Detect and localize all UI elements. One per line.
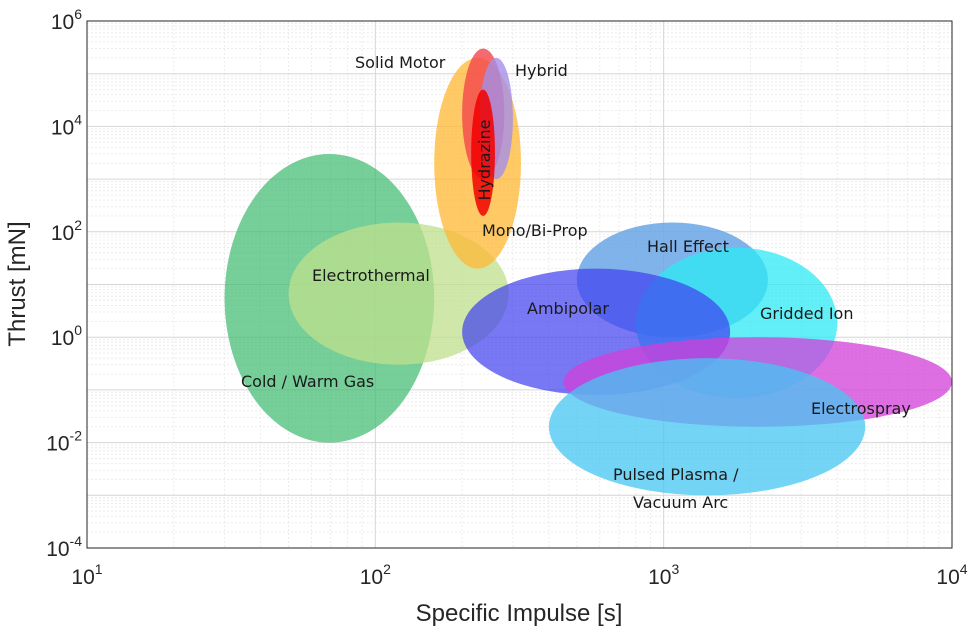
region-pulsed-plasma-vacuum-arc xyxy=(548,358,866,496)
y-tick-base: 10 xyxy=(46,433,69,456)
x-tick-exponent: 1 xyxy=(95,561,103,577)
y-tick-label: 100 xyxy=(51,322,82,350)
region-electrothermal xyxy=(288,222,509,365)
region-hydrazine xyxy=(471,89,495,216)
y-tick-exponent: -2 xyxy=(70,428,83,444)
y-tick-label: 10-4 xyxy=(46,533,82,561)
x-tick-labels: 101 102 103 104 xyxy=(71,561,967,589)
y-tick-label: 102 xyxy=(51,217,82,245)
region-labels: Solid Motor Hybrid Hydrazine Mono/Bi-Prop El… xyxy=(241,53,911,512)
y-tick-base: 10 xyxy=(46,538,69,561)
plot-frame xyxy=(86,20,953,549)
y-tick-base: 10 xyxy=(51,116,74,139)
y-tick-exponent: 2 xyxy=(74,217,82,233)
region-label-pulsed-plasma: Pulsed Plasma / xyxy=(613,465,739,484)
x-tick-base: 10 xyxy=(360,566,383,589)
region-label-electrospray: Electrospray xyxy=(811,399,911,418)
region-label-gridded-ion: Gridded Ion xyxy=(760,304,853,323)
region-label-hydrazine: Hydrazine xyxy=(475,120,494,201)
region-label-cold-warm-gas: Cold / Warm Gas xyxy=(241,372,374,391)
x-tick-label: 104 xyxy=(936,561,967,589)
x-tick-label: 101 xyxy=(71,561,102,589)
x-tick-base: 10 xyxy=(648,566,671,589)
y-axis-label: Thrust [mN] xyxy=(4,221,31,346)
y-tick-base: 10 xyxy=(51,11,74,34)
y-tick-label: 10-2 xyxy=(46,428,82,456)
region-label-ambipolar: Ambipolar xyxy=(527,299,609,318)
y-tick-exponent: 6 xyxy=(74,6,82,22)
y-tick-exponent: 0 xyxy=(74,322,82,338)
x-tick-exponent: 4 xyxy=(960,561,968,577)
x-tick-exponent: 2 xyxy=(383,561,391,577)
region-label-mono-bi-prop: Mono/Bi-Prop xyxy=(482,221,588,240)
region-label-electrothermal: Electrothermal xyxy=(312,266,430,285)
x-tick-label: 102 xyxy=(360,561,391,589)
y-tick-exponent: -4 xyxy=(70,533,83,549)
x-tick-exponent: 3 xyxy=(671,561,679,577)
region-label-solid-motor: Solid Motor xyxy=(355,53,446,72)
y-tick-exponent: 4 xyxy=(74,111,82,127)
x-axis-label: Specific Impulse [s] xyxy=(416,600,623,627)
y-tick-label: 104 xyxy=(51,111,82,139)
x-tick-base: 10 xyxy=(936,566,959,589)
x-tick-label: 103 xyxy=(648,561,679,589)
y-tick-base: 10 xyxy=(51,222,74,245)
y-tick-base: 10 xyxy=(51,327,74,350)
region-label-hall-effect: Hall Effect xyxy=(647,237,729,256)
region-label-hybrid: Hybrid xyxy=(515,61,568,80)
thruster-regions xyxy=(224,48,952,496)
region-label-vacuum-arc: Vacuum Arc xyxy=(633,493,728,512)
y-tick-label: 106 xyxy=(51,6,82,34)
x-tick-base: 10 xyxy=(71,566,94,589)
